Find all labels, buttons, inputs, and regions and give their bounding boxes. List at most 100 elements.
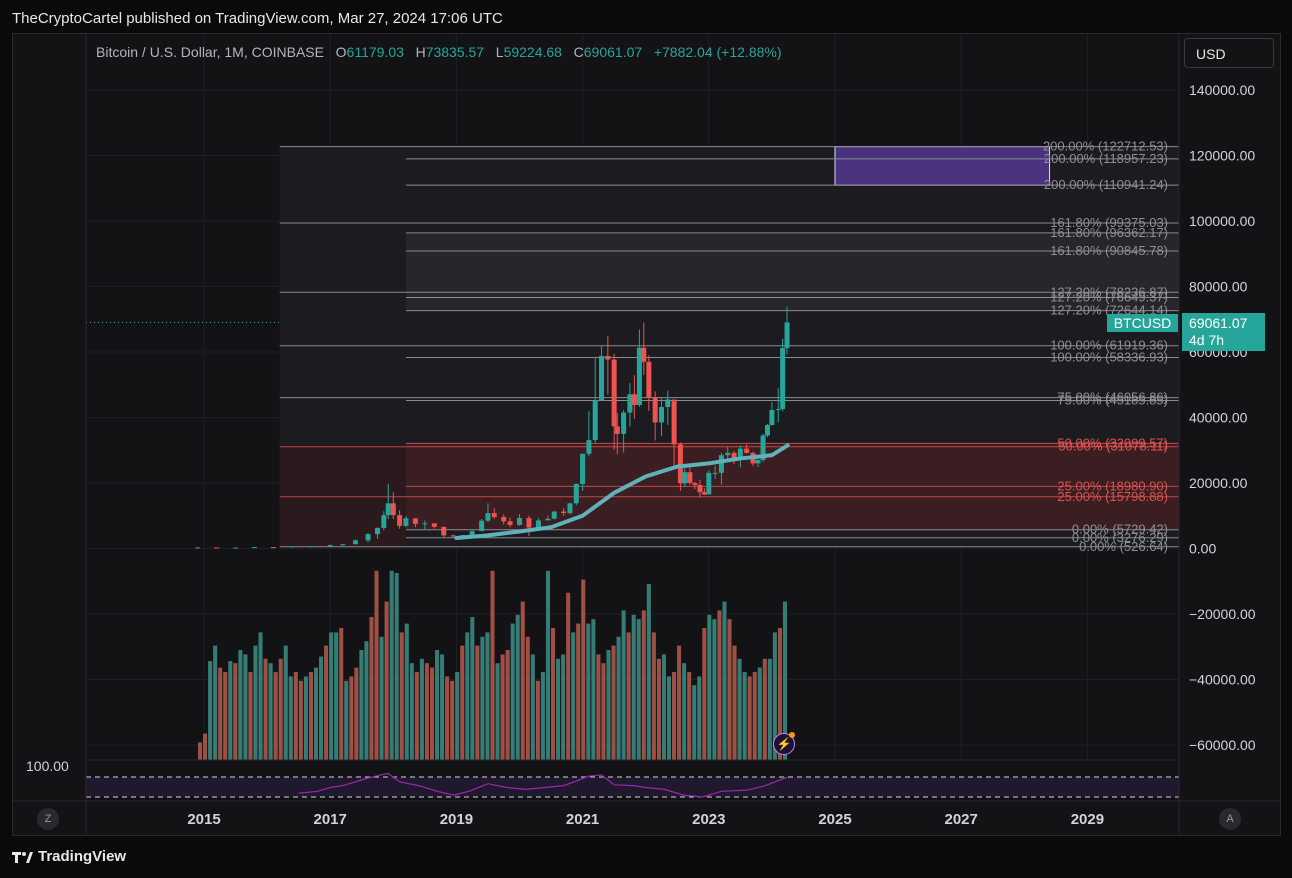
candle-countdown: 4d 7h <box>1189 332 1225 348</box>
symbol-name: Bitcoin / U.S. Dollar, 1M, COINBASE <box>96 44 324 60</box>
x-tick-label: 2025 <box>818 811 851 828</box>
candle-body <box>517 518 522 525</box>
fib-label: 100.00% (61919.36) <box>1050 338 1168 353</box>
z-button[interactable]: Z <box>37 808 59 830</box>
volume-bar <box>566 592 571 760</box>
high-label: H <box>415 44 426 60</box>
volume-bar <box>324 645 329 760</box>
volume-bar <box>742 672 747 760</box>
volume-bar <box>525 636 530 760</box>
y-tick-label: −40000.00 <box>1189 672 1256 688</box>
candle-body <box>706 472 712 495</box>
high-value: 73835.57 <box>425 44 485 60</box>
candle-body <box>340 544 346 546</box>
candle-body <box>677 444 683 484</box>
volume-bar <box>782 601 787 760</box>
volume-bar <box>641 610 646 760</box>
last-price: 69061.07 <box>1189 315 1248 331</box>
volume-bar <box>364 641 369 760</box>
volume-bar <box>545 570 550 760</box>
target-box <box>834 146 1051 186</box>
candle-body <box>573 483 579 504</box>
rsi-line <box>298 772 788 798</box>
tradingview-logo[interactable]: TradingView <box>12 848 126 865</box>
candle-body <box>412 518 418 524</box>
currency-button[interactable]: USD <box>1184 38 1274 68</box>
candle-body <box>251 547 257 549</box>
candle-body <box>701 492 707 495</box>
volume-bar <box>737 658 742 760</box>
candle-body <box>507 521 513 525</box>
volume-bar <box>480 636 485 760</box>
volume-bar <box>702 628 707 760</box>
fib-label: 25.00% (15798.88) <box>1057 489 1168 504</box>
volume-bar <box>349 676 354 760</box>
volume-bar <box>591 619 596 760</box>
candle-body <box>214 547 220 549</box>
candle-body <box>375 527 381 535</box>
volume-bar <box>319 656 324 760</box>
volume-bar <box>313 667 319 760</box>
candle-body <box>627 394 633 413</box>
volume-bar <box>253 645 258 760</box>
candle-body <box>270 547 276 549</box>
fib-label: 0.00% (5729.42) <box>1072 522 1168 537</box>
price-tag: 69061.07 4d 7h <box>1182 313 1265 351</box>
candle-body <box>441 526 447 536</box>
volume-bar <box>334 632 339 760</box>
candle-body <box>682 472 688 484</box>
fib-label: 161.80% (96362.17) <box>1050 225 1168 240</box>
fib-label: 200.00% (110941.24) <box>1044 177 1168 192</box>
candle-body <box>665 399 671 408</box>
volume-bar <box>223 672 228 760</box>
low-label: L <box>495 44 504 60</box>
candle-body <box>385 503 391 516</box>
volume-bar <box>303 676 308 760</box>
candle-body <box>526 518 532 528</box>
fib-label: 100.00% (58336.93) <box>1050 349 1168 364</box>
candle-body <box>561 511 567 514</box>
volume-bar <box>495 663 500 760</box>
candle-body <box>614 426 620 434</box>
x-tick-label: 2027 <box>945 811 978 828</box>
candle-body <box>737 448 743 460</box>
volume-bar <box>550 628 556 760</box>
volume-bar <box>626 632 631 760</box>
candle-body <box>390 503 396 516</box>
volume-bar <box>273 672 278 760</box>
volume-bar <box>208 661 213 760</box>
symbol-tag: BTCUSD <box>1107 314 1178 332</box>
candle-body <box>671 399 677 445</box>
change-value: +7882.04 (+12.88%) <box>653 44 782 60</box>
candle-body <box>381 515 387 528</box>
volume-bar <box>621 610 626 760</box>
y-tick-label: 80000.00 <box>1189 279 1248 295</box>
axes: 140000.00120000.00100000.0080000.0060000… <box>12 33 1279 834</box>
volume-bar <box>213 645 218 760</box>
candle-body <box>718 455 724 473</box>
candle-body <box>352 540 358 545</box>
volume-bar <box>465 632 470 760</box>
open-label: O <box>335 44 347 60</box>
candle-body <box>658 407 664 423</box>
candle-body <box>308 546 314 548</box>
candle-body <box>586 440 592 454</box>
candle-body <box>501 517 507 522</box>
candle-body <box>760 435 766 461</box>
candle-body <box>697 484 703 493</box>
fib-label: 75.00% (46056.86) <box>1057 390 1168 405</box>
volume-bar <box>288 676 293 760</box>
volume-bar <box>298 680 303 760</box>
lightning-icon[interactable]: ⚡ <box>773 733 795 755</box>
ma-line <box>454 443 790 541</box>
auto-scale-button[interactable]: A <box>1219 808 1241 830</box>
candle-body <box>535 520 541 528</box>
candle-body <box>485 513 491 521</box>
volume-bars <box>198 570 787 760</box>
volume-bar <box>359 650 364 760</box>
publish-info: TheCryptoCartel published on TradingView… <box>12 10 503 27</box>
candle-body <box>636 347 642 406</box>
volume-bar <box>238 650 243 760</box>
volume-bar <box>697 676 702 760</box>
